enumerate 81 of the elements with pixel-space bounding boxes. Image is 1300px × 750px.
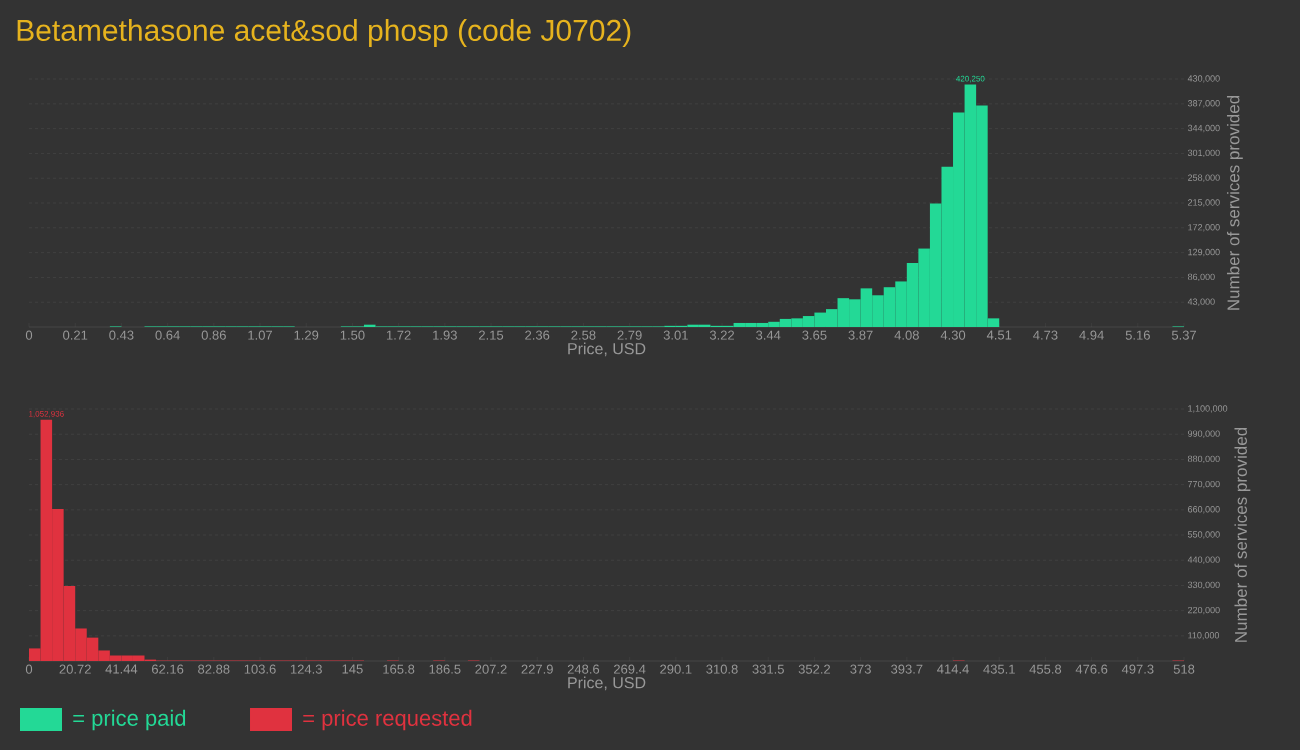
x-tick-label: 145: [342, 664, 363, 674]
x-tick-label: 435.1: [983, 664, 1015, 674]
x-tick-label: 0.43: [109, 330, 134, 340]
chart-title: Betamethasone acet&sod phosp (code J0702): [17, 19, 631, 47]
x-tick-label: 1.07: [248, 330, 272, 340]
y-axis-title: Number of services provided: [1234, 427, 1251, 642]
x-tick-label: 4.51: [986, 330, 1012, 340]
y-tick-label: 258,000: [1188, 174, 1220, 182]
x-tick-label: 455.8: [1029, 664, 1062, 674]
data-label: 420,250: [956, 75, 985, 83]
x-tick-label: 0: [25, 664, 33, 674]
x-tick-label: 2.79: [617, 330, 642, 340]
y-tick-label: 660,000: [1188, 506, 1220, 514]
y-tick-label: 220,000: [1188, 606, 1220, 615]
x-tick-label: 2.15: [479, 330, 504, 340]
x-tick-label: 4.73: [1033, 330, 1058, 340]
x-tick-label: 165.8: [383, 664, 415, 674]
x-tick-label: 5.37: [1171, 330, 1197, 340]
x-tick-label: 1.93: [433, 330, 457, 340]
x-tick-label: 1.29: [294, 330, 319, 340]
y-tick-label: 172,000: [1188, 224, 1220, 232]
x-tick-label: 3.44: [756, 330, 781, 340]
x-tick-label: 5.16: [1125, 330, 1150, 340]
x-tick-label: 4.94: [1079, 330, 1104, 340]
legend-label: = price paid: [73, 709, 186, 731]
y-tick-label: 215,000: [1188, 199, 1220, 207]
x-tick-label: 518: [1173, 664, 1195, 674]
x-tick-label: 207.2: [475, 664, 507, 674]
x-tick-label: 2.36: [525, 330, 550, 340]
y-tick-label: 387,000: [1187, 100, 1220, 108]
y-tick-label: 440,000: [1187, 556, 1220, 564]
y-tick-label: 301,000: [1187, 149, 1220, 158]
x-tick-label: 4.08: [894, 330, 919, 340]
x-tick-label: 3.65: [802, 330, 827, 340]
x-tick-label: 41.44: [105, 664, 138, 674]
data-label: 1,052,936: [29, 410, 64, 418]
y-tick-label: 330,000: [1187, 581, 1220, 590]
y-tick-label: 550,000: [1187, 531, 1220, 539]
x-tick-label: 3.22: [709, 330, 735, 340]
x-tick-label: 373: [850, 664, 871, 674]
y-tick-label: 43,000: [1187, 298, 1215, 306]
x-tick-label: 248.6: [567, 664, 600, 674]
x-tick-label: 331.5: [752, 664, 784, 674]
y-tick-label: 770,000: [1188, 480, 1220, 489]
x-tick-label: 2.58: [571, 330, 596, 340]
x-tick-label: 0: [25, 330, 33, 340]
legend-label: = price requested: [303, 709, 472, 731]
x-tick-label: 62.16: [152, 664, 184, 674]
x-tick-label: 497.3: [1121, 664, 1154, 674]
x-tick-label: 476.6: [1075, 664, 1108, 674]
y-tick-label: 1,100,000: [1188, 405, 1228, 413]
y-tick-label: 129,000: [1188, 248, 1220, 257]
x-tick-label: 290.1: [660, 664, 692, 674]
y-tick-label: 990,000: [1187, 430, 1220, 438]
x-tick-label: 0.64: [155, 330, 180, 340]
x-tick-label: 352.2: [798, 664, 831, 674]
x-tick-label: 82.88: [198, 664, 230, 674]
x-tick-label: 1.50: [340, 330, 365, 340]
x-tick-label: 0.21: [63, 330, 88, 340]
x-tick-label: 186.5: [429, 664, 461, 674]
x-tick-label: 103.6: [244, 664, 276, 674]
x-tick-label: 20.72: [59, 664, 91, 674]
y-tick-label: 344,000: [1187, 124, 1220, 133]
x-tick-label: 310.8: [706, 664, 738, 674]
y-tick-label: 430,000: [1187, 75, 1220, 83]
y-tick-label: 110,000: [1188, 632, 1220, 640]
x-axis-title: Price, USD: [568, 676, 646, 691]
y-axis-title: Number of services provided: [1226, 95, 1243, 310]
x-tick-label: 1.72: [386, 330, 411, 340]
x-tick-label: 0.86: [201, 330, 226, 340]
x-tick-label: 3.01: [663, 330, 688, 340]
y-tick-label: 880,000: [1187, 455, 1220, 464]
x-tick-label: 124.3: [290, 664, 322, 674]
x-tick-label: 3.87: [848, 330, 873, 340]
x-tick-label: 269.4: [614, 664, 646, 674]
x-tick-label: 4.30: [940, 330, 966, 340]
x-tick-label: 227.9: [521, 664, 553, 674]
x-tick-label: 393.7: [891, 664, 923, 674]
x-axis-title: Price, USD: [568, 342, 646, 357]
y-tick-label: 86,000: [1187, 273, 1215, 282]
x-tick-label: 414.4: [937, 664, 969, 674]
